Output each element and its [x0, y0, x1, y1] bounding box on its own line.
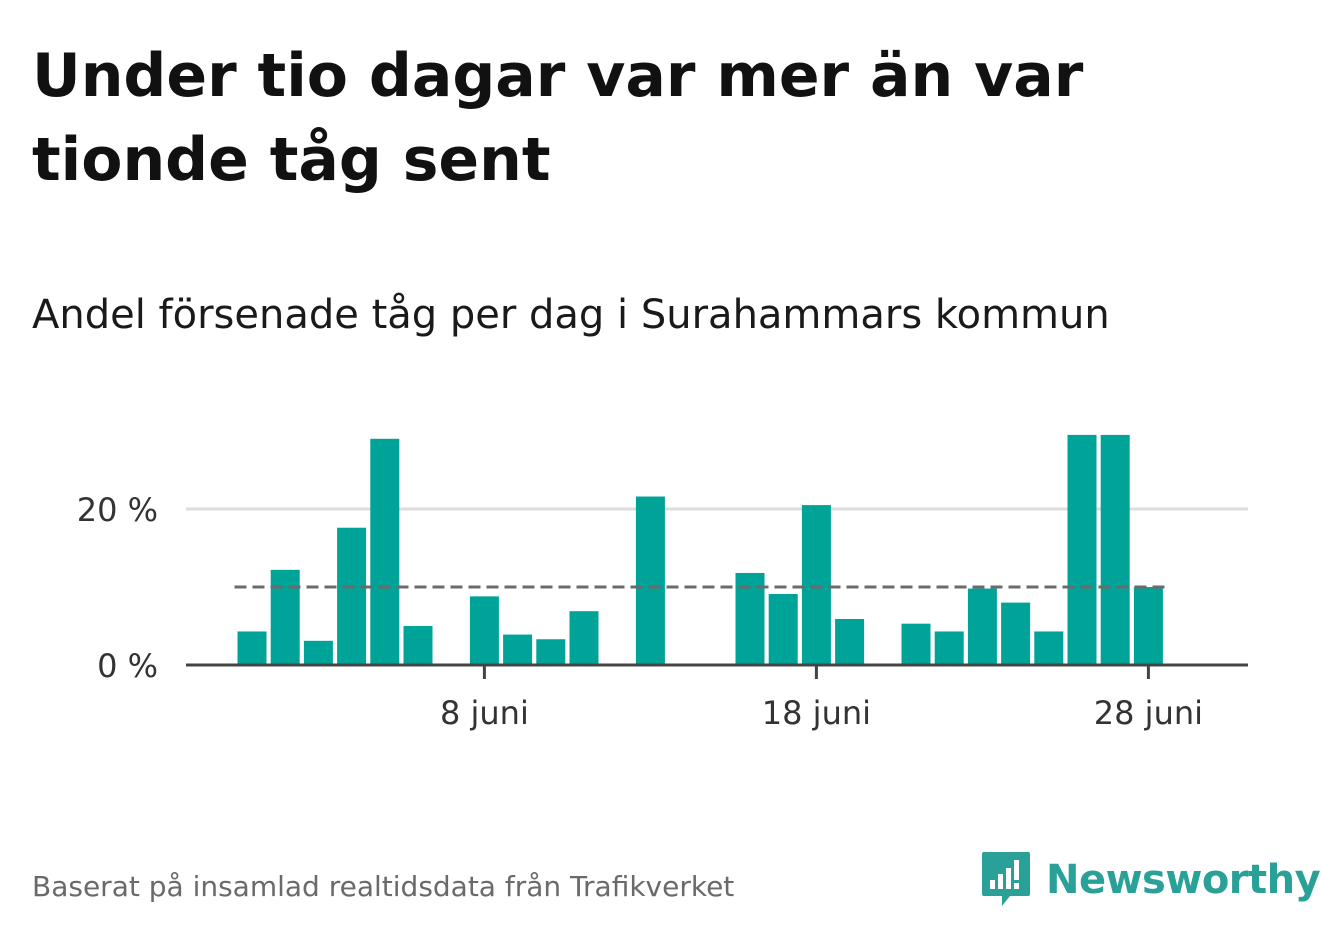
bar — [370, 438, 400, 665]
newsworthy-logo[interactable]: Newsworthy — [980, 850, 1321, 910]
bar — [403, 626, 433, 665]
bar — [569, 611, 599, 665]
bar — [270, 569, 300, 665]
bar — [635, 496, 665, 665]
bar — [934, 631, 964, 665]
bar — [303, 640, 333, 665]
bar — [1133, 587, 1163, 665]
chart-title: Under tio dagar var mer än var tionde tå… — [32, 41, 1084, 195]
bar-chart: 0 % 20 % 8 juni 18 juni 28 juni — [77, 434, 1248, 732]
x-tick-label: 18 juni — [762, 694, 871, 732]
bar — [469, 596, 499, 665]
y-tick-label: 0 % — [97, 647, 158, 685]
bar — [337, 527, 367, 665]
bar — [768, 594, 798, 665]
bar — [1001, 602, 1031, 665]
bar — [237, 631, 267, 665]
bar — [835, 618, 865, 665]
bar — [536, 639, 566, 665]
logo-icon — [982, 852, 1030, 906]
chart-subtitle: Andel försenade tåg per dag i Surahammar… — [32, 292, 1110, 338]
x-tick-label: 28 juni — [1094, 694, 1203, 732]
bar — [503, 634, 533, 665]
logo-text: Newsworthy — [1046, 857, 1321, 903]
bar — [1067, 434, 1097, 665]
source-note: Baserat på insamlad realtidsdata från Tr… — [32, 870, 735, 903]
bar — [1034, 631, 1064, 665]
axes: 0 % 20 % 8 juni 18 juni 28 juni — [77, 491, 1248, 732]
x-tick-label: 8 juni — [440, 694, 529, 732]
bar — [901, 623, 931, 665]
bar — [801, 505, 831, 665]
bars — [237, 434, 1163, 665]
bar — [1100, 434, 1130, 665]
bar — [967, 588, 997, 665]
y-tick-label: 20 % — [77, 491, 158, 529]
